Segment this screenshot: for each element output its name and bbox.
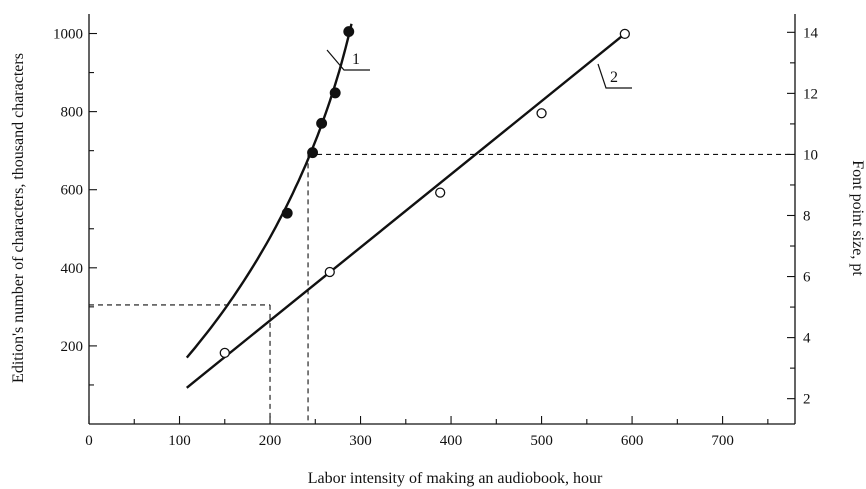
series-2-label: 2 xyxy=(610,69,618,86)
y-right-tick-label: 4 xyxy=(803,331,811,347)
x-tick-label: 300 xyxy=(349,433,372,449)
series-1-label: 1 xyxy=(352,51,360,68)
x-tick-label: 200 xyxy=(259,433,282,449)
x-tick-label: 0 xyxy=(85,433,93,449)
series-2-leader xyxy=(597,63,632,89)
y-left-tick-label: 400 xyxy=(61,261,84,277)
y-right-tick-label: 8 xyxy=(803,208,811,224)
y-left-tick-label: 1000 xyxy=(53,27,83,43)
curve-labels: 12 xyxy=(326,49,632,89)
y-right-tick-label: 2 xyxy=(803,392,811,408)
series-2-point xyxy=(619,28,630,39)
series-2-line xyxy=(185,32,626,389)
y-left-tick-label: 800 xyxy=(61,105,84,121)
series-1-point xyxy=(329,87,341,99)
series-2-point xyxy=(536,108,547,119)
series-1-point xyxy=(281,207,293,219)
y-left-tick-label: 200 xyxy=(61,339,84,355)
series-1-leader xyxy=(326,49,370,71)
x-axis-title: Labor intensity of making an audiobook, … xyxy=(308,470,603,487)
series-fits xyxy=(185,23,626,389)
x-tick-label: 100 xyxy=(168,433,191,449)
series-1-point xyxy=(316,117,328,129)
series-1-curve xyxy=(185,23,353,359)
series-2-point xyxy=(219,347,230,359)
series-1-point xyxy=(307,147,319,159)
x-tick-label: 600 xyxy=(621,433,644,449)
y-right-tick-label: 10 xyxy=(803,147,818,163)
axes xyxy=(88,14,796,425)
series-1-point xyxy=(343,26,355,38)
series-2-point xyxy=(324,266,335,278)
tick-labels: 0 100 200 300 400 500 600 700 200 400 600 800 1000 2 4… xyxy=(53,25,819,449)
x-tick-label: 700 xyxy=(711,433,734,449)
y-axis-right-title: Font point size, pt xyxy=(849,160,866,276)
y-right-tick-label: 14 xyxy=(803,25,819,41)
y-axis-left-title: Edition's number of characters, thousand… xyxy=(10,53,27,383)
series-2-point xyxy=(435,187,446,198)
guide-lines xyxy=(89,153,795,424)
data-points xyxy=(219,26,630,359)
x-tick-label: 500 xyxy=(530,433,553,449)
y-left-tick-label: 600 xyxy=(61,183,84,199)
y-right-tick-label: 12 xyxy=(803,86,818,102)
x-tick-label: 400 xyxy=(440,433,463,449)
y-right-tick-label: 6 xyxy=(803,270,811,286)
